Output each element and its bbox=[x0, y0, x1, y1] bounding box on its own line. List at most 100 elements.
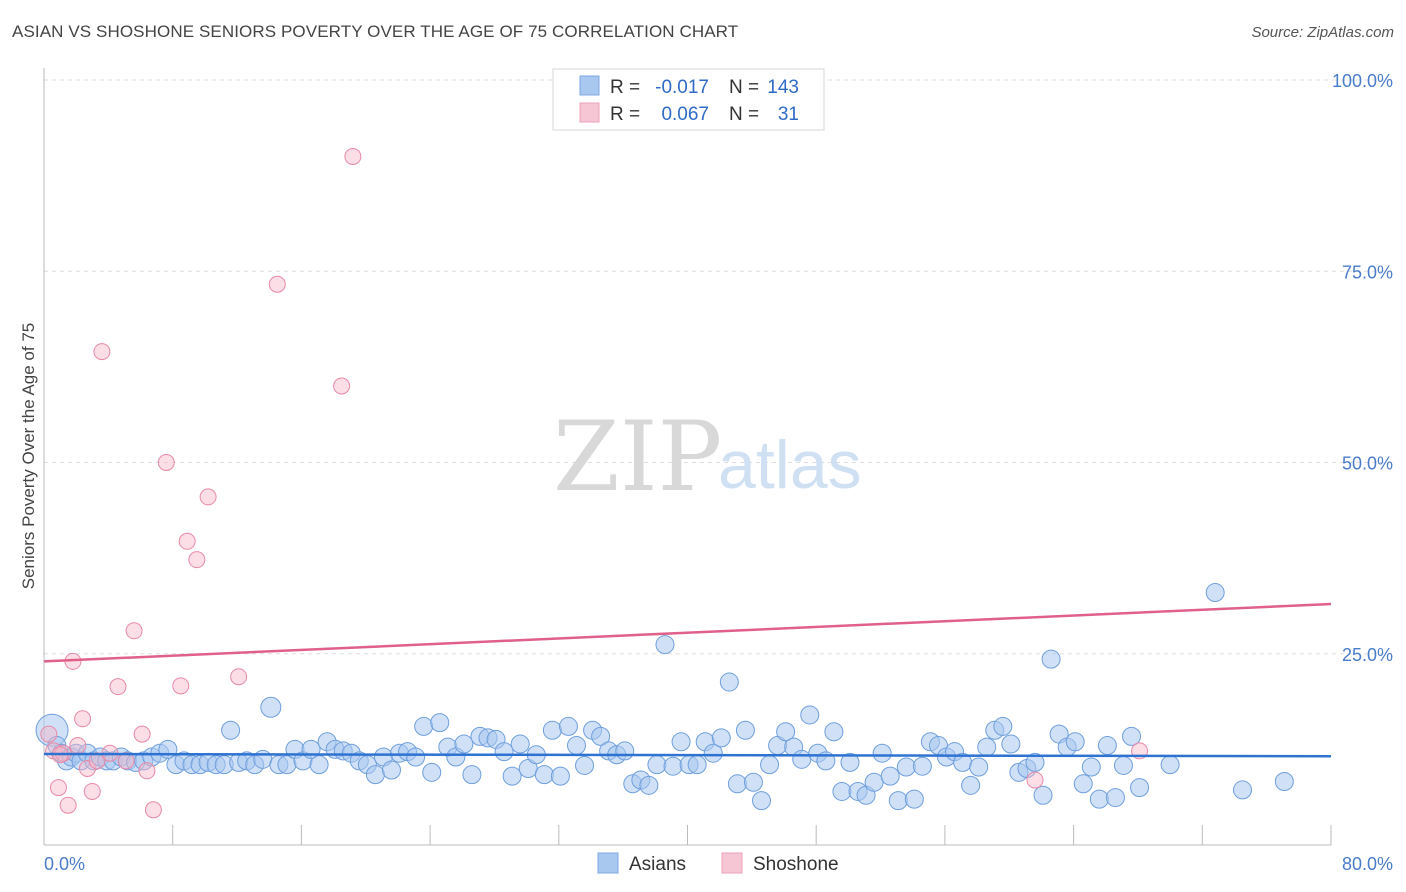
point-asians bbox=[309, 755, 329, 775]
point-asians bbox=[542, 720, 562, 740]
point-asians bbox=[727, 774, 747, 794]
point-asians bbox=[735, 720, 755, 740]
point-asians bbox=[969, 757, 989, 777]
legend-r-label-asians: R = bbox=[610, 77, 640, 98]
legend-swatch-asians bbox=[579, 75, 600, 96]
point-asians bbox=[406, 747, 426, 767]
point-asians bbox=[591, 726, 611, 746]
y-axis-tick-labels: 25.0% 50.0% 75.0% 100.0% bbox=[1332, 71, 1393, 665]
point-asians bbox=[253, 749, 273, 769]
trendline-asians bbox=[43, 752, 1332, 758]
point-shoshone bbox=[49, 779, 67, 797]
point-asians bbox=[1081, 757, 1101, 777]
bottom-legend-shoshone: Shoshone bbox=[753, 854, 839, 875]
point-shoshone bbox=[157, 454, 175, 471]
point-asians bbox=[534, 765, 554, 785]
point-asians bbox=[422, 762, 442, 782]
point-shoshone bbox=[188, 551, 206, 569]
point-asians bbox=[550, 766, 570, 786]
point-asians bbox=[1097, 736, 1117, 756]
point-shoshone bbox=[93, 343, 111, 361]
point-asians bbox=[872, 743, 892, 763]
point-asians bbox=[260, 696, 282, 718]
point-shoshone bbox=[59, 796, 77, 814]
series-legend: Asians Shoshone bbox=[597, 852, 839, 875]
y-axis-label: Seniors Poverty Over the Age of 75 bbox=[19, 323, 38, 589]
x-axis-ticks bbox=[43, 825, 1332, 845]
point-asians bbox=[1033, 785, 1053, 805]
point-asians bbox=[462, 765, 482, 785]
point-asians bbox=[864, 772, 884, 792]
point-shoshone bbox=[230, 668, 248, 686]
bottom-legend-swatch-asians bbox=[597, 852, 619, 874]
chart-title: ASIAN VS SHOSHONE SENIORS POVERTY OVER T… bbox=[12, 22, 739, 41]
x-tick-label-min: 0.0% bbox=[44, 854, 85, 874]
shoshone-points bbox=[40, 148, 1149, 819]
point-asians bbox=[719, 672, 739, 692]
point-shoshone bbox=[1026, 771, 1044, 789]
point-asians bbox=[454, 734, 474, 754]
y-tick-label-50: 50.0% bbox=[1342, 454, 1393, 474]
point-asians bbox=[1065, 732, 1085, 752]
point-asians bbox=[663, 756, 683, 776]
point-asians bbox=[752, 791, 772, 811]
point-shoshone bbox=[199, 488, 217, 506]
point-asians bbox=[687, 755, 707, 775]
point-asians bbox=[671, 732, 691, 752]
point-asians bbox=[221, 720, 241, 740]
point-asians bbox=[655, 635, 675, 655]
point-asians bbox=[1122, 726, 1142, 746]
point-shoshone bbox=[138, 762, 156, 780]
point-shoshone bbox=[133, 725, 151, 743]
source-credit: Source: ZipAtlas.com bbox=[1251, 24, 1394, 41]
point-shoshone bbox=[344, 148, 362, 165]
point-asians bbox=[430, 713, 450, 733]
legend-n-value-asians: 143 bbox=[767, 77, 799, 98]
point-asians bbox=[1113, 755, 1133, 775]
point-asians bbox=[800, 705, 820, 725]
point-asians bbox=[743, 772, 763, 792]
point-asians bbox=[558, 716, 578, 736]
legend-r-value-asians: -0.017 bbox=[655, 77, 709, 98]
point-asians bbox=[1089, 789, 1109, 809]
y-tick-label-100: 100.0% bbox=[1332, 71, 1393, 91]
point-asians bbox=[615, 741, 635, 761]
point-asians bbox=[639, 775, 659, 795]
y-tick-label-75: 75.0% bbox=[1342, 262, 1393, 282]
point-shoshone bbox=[333, 377, 351, 395]
point-asians bbox=[832, 781, 852, 801]
point-asians bbox=[792, 749, 812, 769]
point-asians bbox=[760, 755, 780, 775]
point-asians bbox=[494, 742, 514, 762]
point-shoshone bbox=[178, 532, 196, 550]
point-shoshone bbox=[69, 737, 87, 755]
point-asians bbox=[776, 722, 796, 742]
point-shoshone bbox=[125, 622, 143, 640]
watermark-atlas: atlas bbox=[718, 427, 862, 503]
point-asians bbox=[703, 743, 723, 763]
point-asians bbox=[961, 775, 981, 795]
trend-lines bbox=[43, 602, 1332, 758]
point-asians bbox=[711, 728, 731, 748]
point-shoshone bbox=[109, 678, 127, 696]
point-shoshone bbox=[83, 782, 101, 800]
point-shoshone bbox=[144, 801, 162, 819]
point-asians bbox=[1105, 788, 1125, 808]
point-asians bbox=[1025, 752, 1045, 772]
point-asians bbox=[824, 722, 844, 742]
trendline-shoshone bbox=[43, 602, 1332, 663]
legend-r-value-shoshone: 0.067 bbox=[661, 104, 709, 125]
point-asians bbox=[414, 716, 434, 736]
point-asians bbox=[840, 752, 860, 772]
point-shoshone bbox=[74, 710, 92, 728]
point-asians bbox=[1160, 755, 1180, 775]
point-asians bbox=[566, 736, 586, 756]
legend-n-label-asians: N = bbox=[729, 77, 759, 98]
point-asians bbox=[888, 791, 908, 811]
point-asians bbox=[365, 765, 385, 785]
legend-r-label-shoshone: R = bbox=[610, 104, 640, 125]
asians-points bbox=[35, 583, 1294, 811]
point-shoshone bbox=[268, 275, 286, 293]
point-shoshone bbox=[40, 725, 58, 743]
